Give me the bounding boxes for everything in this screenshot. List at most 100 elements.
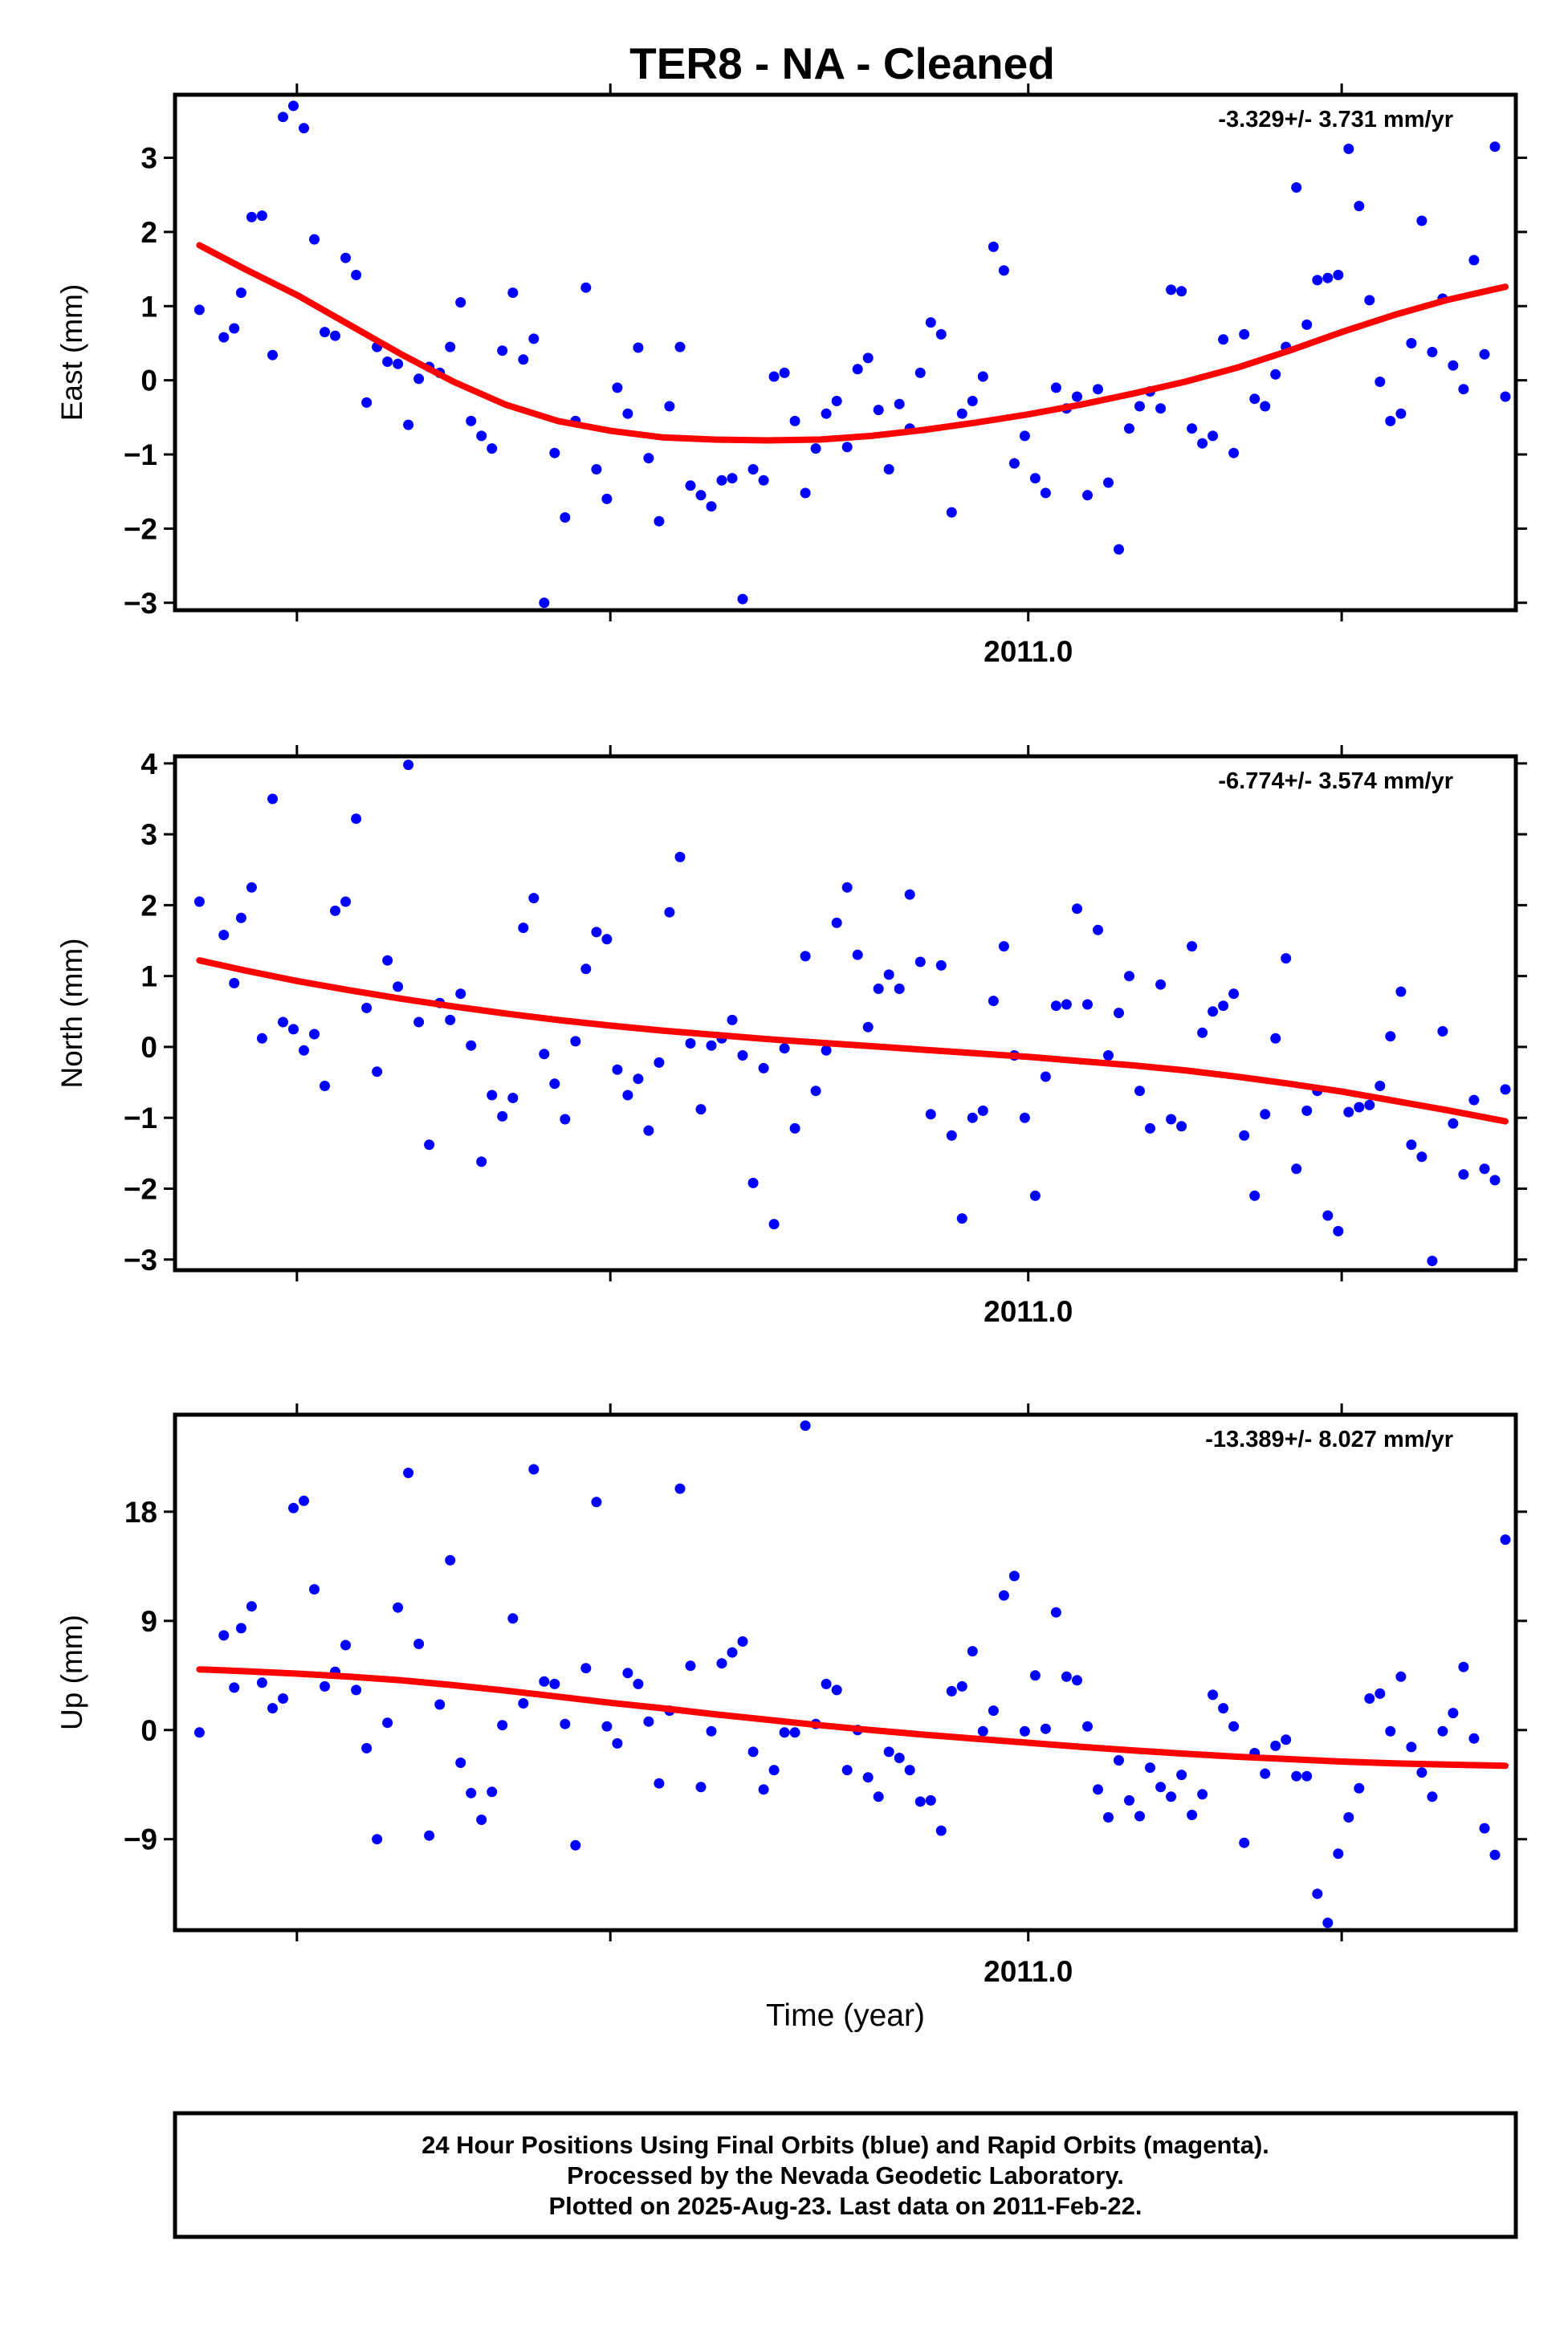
y-tick-label: 4 [141,747,157,780]
data-point [1385,1031,1396,1042]
data-point [925,1109,936,1120]
y-tick-label: 0 [141,1031,157,1064]
data-point [256,1677,267,1688]
data-point [288,100,299,112]
data-point [1218,334,1229,345]
data-point [455,1758,466,1768]
y-tick-label: −1 [124,438,157,471]
data-point [330,330,340,341]
data-point [1061,999,1072,1010]
data-point [758,475,769,486]
data-point [1448,1708,1459,1719]
data-point [476,1815,487,1825]
y-tick-label: −3 [124,1244,157,1277]
data-point [925,317,936,328]
data-point [340,896,351,907]
data-point [424,1139,435,1151]
data-point [1124,423,1134,434]
y-tick-label: −1 [124,1102,157,1134]
data-point [1427,347,1438,357]
data-point [1270,369,1281,380]
data-point [1050,382,1061,393]
data-point [1291,1163,1302,1175]
data-point [1322,272,1334,283]
data-point [873,1791,884,1802]
data-point [1416,215,1427,226]
data-point [361,1742,373,1754]
data-point [560,1718,571,1729]
data-point [643,1125,654,1136]
data-point [998,941,1009,952]
data-point [591,464,602,475]
plot-frame [173,92,1518,613]
data-point [977,1725,988,1737]
data-point [1406,1741,1417,1753]
y-axis-label: North (mm) [55,938,88,1088]
footer-box: 24 Hour Positions Using Final Orbits (bl… [173,2111,1518,2239]
data-point [1197,1789,1208,1800]
data-point [852,949,863,960]
data-point [1134,401,1145,412]
data-point [382,356,393,367]
data-point [841,442,853,453]
data-point [1040,487,1051,499]
data-point [1479,348,1490,360]
data-point [1291,182,1302,193]
data-point [487,1090,498,1101]
data-point [340,252,351,263]
data-point [229,323,240,334]
data-point [685,1660,696,1672]
data-point [956,1213,967,1224]
data-point [445,1014,456,1025]
y-tick-label: 9 [141,1605,157,1638]
data-point [403,760,414,771]
data-point [601,934,613,945]
data-point [372,1834,383,1845]
data-point [664,906,675,918]
data-point [320,327,330,338]
data-point [601,1721,613,1732]
data-point [935,959,947,971]
data-point [1427,1791,1438,1802]
data-point [1260,1768,1271,1779]
y-tick-label: 18 [124,1496,157,1529]
data-point [1427,1256,1438,1266]
data-point [1239,1837,1250,1848]
data-point [873,405,884,416]
data-point [810,443,821,454]
data-point [821,408,832,419]
data-point [800,1420,811,1432]
data-point [330,905,340,916]
data-point [800,487,811,499]
data-point [695,490,707,501]
data-point [256,210,267,222]
data-point [1406,1139,1417,1151]
data-point [320,1081,330,1091]
data-point [633,342,644,353]
data-point [727,473,738,484]
data-point [320,1680,330,1692]
data-point [789,415,800,426]
data-point [1208,430,1219,442]
data-point [1218,1000,1229,1012]
data-point [1061,1671,1072,1682]
data-point [914,1796,926,1807]
data-point [299,123,309,134]
data-point [403,1468,414,1478]
data-point [1166,1791,1177,1802]
data-point [967,1646,978,1657]
data-point [1406,338,1417,348]
data-point [1103,1050,1114,1061]
data-point [1448,360,1459,371]
data-point [925,1794,936,1806]
data-point [1333,1848,1344,1860]
data-point [1228,988,1240,1000]
data-point [1008,1570,1020,1582]
y-tick-label: −2 [124,1172,157,1205]
x-axis-label: Time (year) [766,1998,925,2033]
data-point [747,1746,759,1758]
data-point [706,501,717,512]
data-point [193,304,205,316]
up-panel: −9 0 9 18 2011.0 Up (mm) -13.389+/- 8.027 mm/y… [55,1403,1527,1988]
